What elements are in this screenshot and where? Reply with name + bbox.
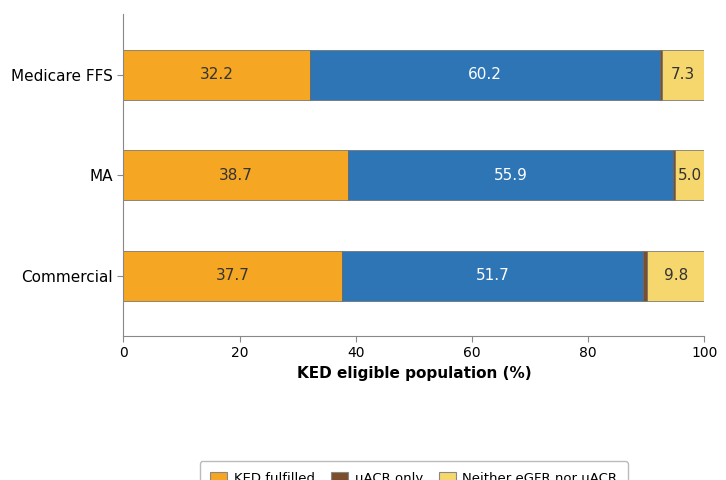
Text: 37.7: 37.7 [216,268,250,283]
Text: 55.9: 55.9 [494,168,528,183]
Bar [662,49,704,100]
Bar [648,251,704,301]
Bar [675,150,704,200]
Bar [643,251,648,301]
Bar [343,251,643,301]
Bar [123,150,348,200]
Bar [348,150,673,200]
Text: 38.7: 38.7 [219,168,253,183]
X-axis label: KED eligible population (%): KED eligible population (%) [296,366,531,381]
Bar [673,150,675,200]
Legend: KED fulfilled, eGFR only, uACR only, Neither eGFR nor uACR: KED fulfilled, eGFR only, uACR only, Nei… [200,461,628,480]
Text: 51.7: 51.7 [476,268,510,283]
Text: 60.2: 60.2 [468,67,502,82]
Bar [660,49,662,100]
Bar [123,251,343,301]
Text: 9.8: 9.8 [664,268,688,283]
Text: 32.2: 32.2 [200,67,234,82]
Bar [311,49,660,100]
Text: 7.3: 7.3 [671,67,696,82]
Text: 5.0: 5.0 [677,168,702,183]
Bar [123,49,311,100]
